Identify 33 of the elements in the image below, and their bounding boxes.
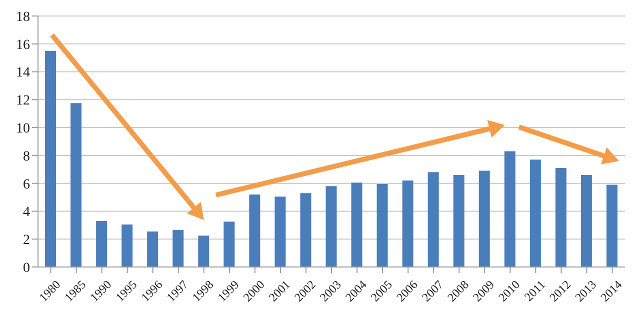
y-tick-label: 6 [23, 177, 30, 192]
bar [351, 182, 362, 267]
bar [122, 224, 133, 267]
bar [96, 220, 108, 267]
bar [326, 186, 337, 267]
bar [530, 160, 541, 267]
y-tick-label: 16 [16, 38, 30, 53]
y-tick-label: 10 [16, 122, 30, 137]
bar [428, 172, 439, 267]
y-tick-label: 8 [23, 149, 30, 164]
bar [172, 230, 184, 267]
y-tick-label: 0 [23, 260, 30, 276]
bar [376, 184, 388, 267]
y-tick-label: 4 [23, 205, 30, 220]
bar [453, 174, 464, 267]
bar [147, 231, 158, 267]
bar [45, 50, 56, 267]
bar [198, 236, 210, 267]
bar [249, 194, 260, 267]
bar [504, 151, 516, 267]
bar [274, 196, 286, 267]
y-tick-label: 14 [16, 66, 30, 81]
bar [555, 168, 566, 267]
bar [402, 180, 414, 267]
bar [224, 222, 235, 267]
y-tick-label: 12 [16, 94, 30, 109]
bar [300, 193, 312, 267]
bar [606, 184, 618, 267]
bar [580, 174, 592, 267]
y-tick-label: 2 [23, 233, 30, 248]
bar [478, 170, 490, 267]
bar [70, 103, 82, 267]
y-tick-label: 18 [16, 10, 30, 25]
